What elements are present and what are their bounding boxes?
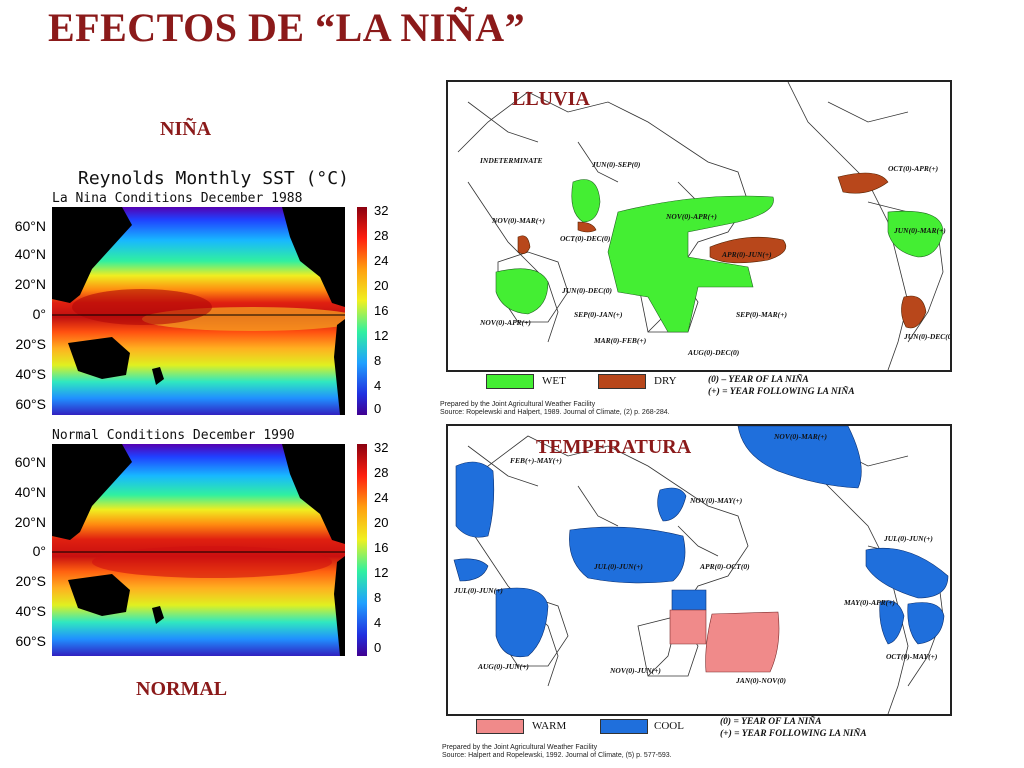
lat-label: 0° bbox=[32, 306, 46, 322]
lat-label: 20°N bbox=[14, 276, 46, 292]
lat-label: 20°S bbox=[15, 336, 46, 352]
rain-region-label: JUN(0)-DEC(0) bbox=[562, 286, 612, 295]
scale-tick: 8 bbox=[374, 590, 382, 605]
lat-label: 60°N bbox=[14, 218, 46, 234]
rain-region-label: MAR(0)-FEB(+) bbox=[594, 336, 647, 345]
rain-region-label: JUN(0)-MAR(+) bbox=[894, 226, 946, 235]
temp-region-label: NOV(0)-MAY(+) bbox=[690, 496, 743, 505]
normal-label: NORMAL bbox=[136, 678, 228, 700]
rain-source: Prepared by the Joint Agricultural Weath… bbox=[440, 401, 670, 417]
rain-legend-note: (0) – YEAR OF LA NIÑA (+) = YEAR FOLLOWI… bbox=[708, 374, 855, 398]
scale-tick: 16 bbox=[374, 540, 389, 555]
scale-tick: 20 bbox=[374, 278, 389, 293]
lat-label: 60°S bbox=[15, 633, 46, 649]
scale-tick: 0 bbox=[374, 401, 382, 416]
sst-map-nina bbox=[52, 207, 362, 415]
rain-region-label: INDETERMINATE bbox=[480, 156, 543, 165]
rain-note-line: (0) – YEAR OF LA NIÑA bbox=[708, 375, 809, 385]
rain-region-label: NOV(0)-MAR(+) bbox=[492, 216, 546, 225]
temp-region-label: MAY(0)-APR(+) bbox=[844, 598, 895, 607]
lat-label: 40°N bbox=[14, 246, 46, 262]
lat-label: 0° bbox=[32, 543, 46, 559]
lat-label: 60°N bbox=[14, 454, 46, 470]
temp-region-label: NOV(0)-MAR(+) bbox=[774, 432, 828, 441]
temp-source-line: Source: Halpert and Ropelewski, 1992. Jo… bbox=[442, 752, 672, 759]
color-scale-bottom bbox=[357, 444, 367, 656]
temp-region-label: AUG(0)-JUN(+) bbox=[478, 662, 529, 671]
legend-cool-swatch bbox=[600, 719, 648, 734]
rain-region-label: OCT(0)-DEC(0) bbox=[560, 234, 611, 243]
nina-label: NIÑA bbox=[160, 118, 212, 140]
rain-source-line: Source: Ropelewski and Halpert, 1989. Jo… bbox=[440, 409, 670, 416]
temp-region-label: JAN(0)-NOV(0) bbox=[736, 676, 786, 685]
scale-tick: 4 bbox=[374, 378, 382, 393]
scale-tick: 24 bbox=[374, 490, 389, 505]
legend-cool-label: COOL bbox=[654, 720, 684, 732]
rain-note-line: (+) = YEAR FOLLOWING LA NIÑA bbox=[708, 387, 855, 397]
legend-dry-label: DRY bbox=[654, 375, 677, 387]
scale-tick: 20 bbox=[374, 515, 389, 530]
scale-tick: 4 bbox=[374, 615, 382, 630]
temp-region-label: APR(0)-OCT(0) bbox=[700, 562, 750, 571]
temp-region-label: JUL(0)-JUN(+) bbox=[454, 586, 503, 595]
scale-tick: 28 bbox=[374, 465, 389, 480]
legend-dry-swatch bbox=[598, 374, 646, 389]
lat-label: 20°S bbox=[15, 573, 46, 589]
temp-source: Prepared by the Joint Agricultural Weath… bbox=[442, 744, 672, 760]
lat-label: 40°S bbox=[15, 603, 46, 619]
rain-region-label: JUN(0)-SEP(0) bbox=[592, 160, 641, 169]
lat-label: 40°N bbox=[14, 484, 46, 500]
scale-tick: 24 bbox=[374, 253, 389, 268]
rain-map: LLUVIA INDETERMINATE JUN(0)-SEP(0) NOV(0… bbox=[446, 80, 952, 372]
sst-top-caption: La Nina Conditions December 1988 bbox=[52, 191, 303, 206]
legend-wet-swatch bbox=[486, 374, 534, 389]
scale-tick: 8 bbox=[374, 353, 382, 368]
scale-tick: 0 bbox=[374, 640, 382, 655]
lat-label: 20°N bbox=[14, 514, 46, 530]
sst-map-normal bbox=[52, 444, 345, 656]
temp-region-label: NOV(0)-JUN(+) bbox=[610, 666, 661, 675]
temperature-map: TEMPERATURA FEB(+)-MAY(+) NOV(0)-MAR(+) … bbox=[446, 424, 952, 716]
scale-tick: 12 bbox=[374, 328, 389, 343]
legend-warm-swatch bbox=[476, 719, 524, 734]
rain-title: LLUVIA bbox=[512, 88, 590, 110]
scale-tick: 28 bbox=[374, 228, 389, 243]
legend-wet-label: WET bbox=[542, 375, 566, 387]
scale-tick: 32 bbox=[374, 440, 389, 455]
lat-label: 60°S bbox=[15, 396, 46, 412]
sst-header: Reynolds Monthly SST (°C) bbox=[78, 168, 349, 189]
scale-tick: 32 bbox=[374, 203, 389, 218]
rain-region-label: OCT(0)-APR(+) bbox=[888, 164, 939, 173]
sst-bottom-caption: Normal Conditions December 1990 bbox=[52, 428, 295, 443]
temp-source-line: Prepared by the Joint Agricultural Weath… bbox=[442, 744, 598, 751]
temperature-title: TEMPERATURA bbox=[536, 436, 692, 458]
temp-note-line: (+) = YEAR FOLLOWING LA NIÑA bbox=[720, 729, 867, 739]
legend-warm-label: WARM bbox=[532, 720, 567, 732]
temp-region-label: OCT(0)-MAY(+) bbox=[886, 652, 938, 661]
rain-region-label: SEP(0)-JAN(+) bbox=[574, 310, 623, 319]
rain-region-label: NOV(0)-APR(+) bbox=[666, 212, 717, 221]
temp-region-label: JUL(0)-JUN(+) bbox=[594, 562, 643, 571]
rain-source-line: Prepared by the Joint Agricultural Weath… bbox=[440, 401, 596, 408]
temp-region-label: FEB(+)-MAY(+) bbox=[510, 456, 562, 465]
temp-region-label: JUL(0)-JUN(+) bbox=[884, 534, 933, 543]
rain-region-label: JUN(0)-DEC(0) bbox=[904, 332, 952, 341]
page-title: EFECTOS DE “LA NIÑA” bbox=[48, 5, 526, 50]
temp-note-line: (0) = YEAR OF LA NIÑA bbox=[720, 717, 822, 727]
rain-region-label: APR(0)-JUN(+) bbox=[722, 250, 772, 259]
rain-region-label: SEP(0)-MAR(+) bbox=[736, 310, 787, 319]
scale-tick: 16 bbox=[374, 303, 389, 318]
rain-region-label: AUG(0)-DEC(0) bbox=[688, 348, 740, 357]
scale-tick: 12 bbox=[374, 565, 389, 580]
lat-label: 40°S bbox=[15, 366, 46, 382]
rain-region-label: NOV(0)-APR(+) bbox=[480, 318, 531, 327]
color-scale-top bbox=[357, 207, 367, 415]
temp-legend-note: (0) = YEAR OF LA NIÑA (+) = YEAR FOLLOWI… bbox=[720, 716, 867, 740]
